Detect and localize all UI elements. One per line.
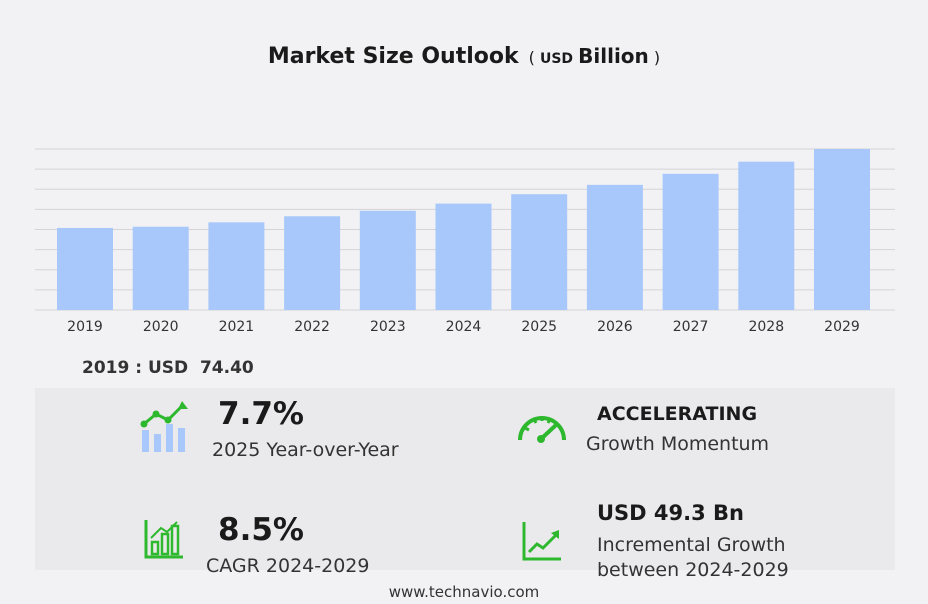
x-tick-label: 2028: [748, 319, 784, 335]
line-chart-icon: [522, 522, 561, 561]
x-tick-label: 2026: [597, 319, 633, 335]
bar-2024: [435, 203, 492, 310]
bar-2021: [208, 222, 265, 310]
x-tick-label: 2029: [824, 319, 860, 335]
x-tick-label: 2024: [446, 319, 482, 335]
bar-chart-icon: [144, 520, 183, 559]
footer-url[interactable]: www.technavio.com: [388, 583, 540, 601]
bar-2020: [132, 226, 189, 310]
x-tick-label: 2025: [521, 319, 557, 335]
x-tick-label: 2021: [219, 319, 255, 335]
x-tick-label: 2027: [673, 319, 709, 335]
speedometer-icon: [518, 416, 566, 443]
bar-2026: [586, 184, 643, 310]
bar-growth-icon: [140, 401, 188, 452]
incremental-label-line2: between 2024-2029: [597, 559, 789, 581]
yoy-label: 2025 Year-over-Year: [212, 439, 399, 461]
paren-close: ): [653, 48, 661, 67]
bar-2029: [814, 149, 870, 310]
unit-big: Billion: [578, 44, 649, 68]
bar-2027: [662, 173, 719, 310]
baseline-value: 2019 : USD 74.40: [82, 358, 254, 378]
x-tick-label: 2020: [143, 319, 179, 335]
unit-small: USD: [539, 51, 574, 67]
bar-2028: [738, 161, 795, 310]
x-tick-label: 2022: [294, 319, 330, 335]
bar-2023: [359, 210, 416, 310]
yoy-value: 7.7%: [218, 396, 304, 432]
baseline-label: 2019 : USD: [82, 358, 189, 378]
cagr-label: CAGR 2024-2029: [206, 555, 370, 577]
momentum-label: Growth Momentum: [586, 433, 770, 455]
cagr-value: 8.5%: [218, 512, 304, 548]
momentum-value: ACCELERATING: [597, 403, 758, 425]
paren-open: (: [528, 48, 535, 67]
incremental-value: USD 49.3 Bn: [597, 501, 744, 525]
chart-title: Market Size Outlook ( USD Billion ): [0, 44, 928, 69]
bar-2025: [511, 194, 568, 310]
x-tick-label: 2023: [370, 319, 406, 335]
title-unit: ( USD Billion ): [528, 44, 661, 68]
bar-2019: [57, 227, 113, 310]
baseline-number: 74.40: [199, 358, 254, 378]
incremental-label-line1: Incremental Growth: [597, 534, 786, 556]
x-tick-label: 2019: [67, 319, 103, 335]
bar-2022: [284, 216, 341, 310]
bar-chart: 2019 2020 2021 2022 2023 2024 2025 2026 2027 2028…: [35, 148, 895, 335]
title-main: Market Size Outlook: [267, 44, 519, 69]
